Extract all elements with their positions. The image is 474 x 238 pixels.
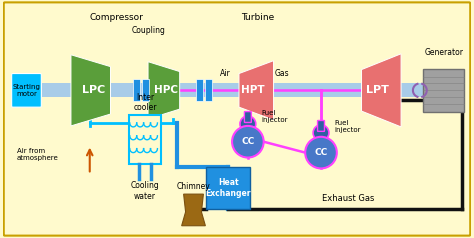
FancyBboxPatch shape <box>42 84 438 97</box>
Polygon shape <box>239 61 273 120</box>
Polygon shape <box>362 54 401 127</box>
FancyBboxPatch shape <box>197 79 203 101</box>
FancyBboxPatch shape <box>318 120 325 131</box>
Polygon shape <box>182 194 205 226</box>
Text: CC: CC <box>241 137 255 146</box>
Text: LPC: LPC <box>82 85 105 95</box>
Text: Fuel
injector: Fuel injector <box>335 120 361 134</box>
Text: Fuel
injector: Fuel injector <box>262 109 288 123</box>
Text: Air from
atmosphere: Air from atmosphere <box>17 148 58 161</box>
Circle shape <box>313 125 329 141</box>
Polygon shape <box>71 55 110 126</box>
Polygon shape <box>148 62 180 119</box>
Text: Air: Air <box>220 69 231 79</box>
Text: Generator: Generator <box>425 48 464 57</box>
Text: Inter
cooler: Inter cooler <box>133 93 157 112</box>
Text: HPT: HPT <box>241 85 265 95</box>
FancyBboxPatch shape <box>245 112 251 123</box>
FancyBboxPatch shape <box>142 79 149 101</box>
Text: Heat
Exchanger: Heat Exchanger <box>205 178 251 198</box>
FancyBboxPatch shape <box>4 2 470 236</box>
FancyBboxPatch shape <box>12 74 41 107</box>
Text: Coupling: Coupling <box>132 26 166 35</box>
Text: Turbine: Turbine <box>241 13 274 22</box>
Circle shape <box>232 126 264 158</box>
Text: CC: CC <box>314 148 328 157</box>
Text: Chimney: Chimney <box>177 182 210 191</box>
Text: Gas: Gas <box>274 69 289 79</box>
Text: Cooling
water: Cooling water <box>131 181 159 201</box>
Circle shape <box>305 137 337 169</box>
FancyBboxPatch shape <box>133 79 140 101</box>
Text: Starting
motor: Starting motor <box>12 84 40 97</box>
Text: LPT: LPT <box>366 85 389 95</box>
FancyBboxPatch shape <box>205 79 212 101</box>
Text: Exhaust Gas: Exhaust Gas <box>322 194 375 203</box>
Text: Compressor: Compressor <box>90 13 143 22</box>
FancyBboxPatch shape <box>206 167 250 209</box>
FancyBboxPatch shape <box>423 69 465 112</box>
FancyBboxPatch shape <box>129 115 161 164</box>
Text: HPC: HPC <box>155 85 178 95</box>
Circle shape <box>240 116 256 132</box>
